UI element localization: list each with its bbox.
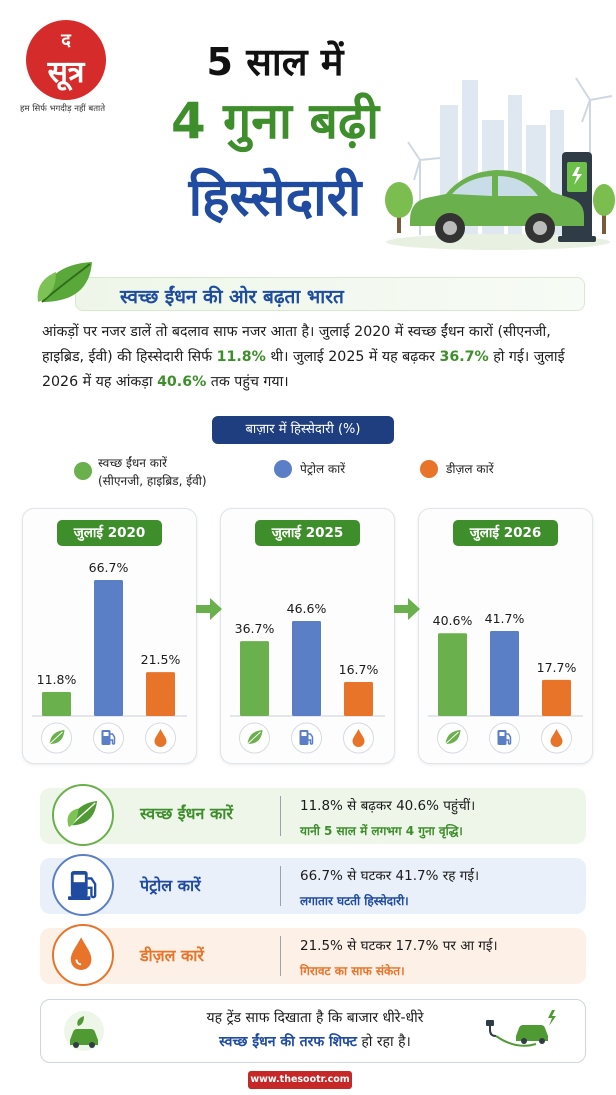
petrol-summary-line1: 66.7% से घटकर 41.7% रह गई। — [300, 868, 480, 884]
bar-diesel — [542, 679, 571, 716]
conclusion-box — [40, 999, 586, 1063]
para-value: 11.8% — [216, 349, 266, 365]
drop-icon — [343, 722, 374, 754]
bar-value-label: 17.7% — [537, 660, 577, 675]
petrol-summary-row — [40, 858, 586, 914]
drop-icon — [70, 937, 92, 970]
leaf-icon — [37, 262, 92, 303]
legend-clean-sublabel: (सीएनजी, हाइब्रिड, ईवी) — [98, 474, 207, 488]
petrol-summary-label: पेट्रोल कारें — [140, 876, 201, 895]
bar-clean — [438, 633, 467, 716]
para-text: तक पहुंच गया। — [206, 374, 289, 390]
conclusion-line-1: यह ट्रेंड साफ दिखाता है कि बाजार धीरे-धी… — [206, 1010, 424, 1026]
para-text: हो गई। जुलाई 2026 में यह आंकड़ा — [42, 349, 565, 390]
clean-summary-row — [40, 788, 586, 844]
bar-clean — [240, 641, 269, 716]
bar-diesel — [146, 672, 175, 716]
drop-icon — [145, 722, 176, 754]
para-value: 40.6% — [157, 374, 207, 390]
arrow-right-icon — [394, 598, 420, 620]
para-text: आंकड़ों पर नजर डालें तो बदलाव साफ नजर आत… — [42, 324, 551, 365]
brand-logo: द सूत्र — [26, 20, 106, 100]
leaf-icon — [437, 722, 468, 754]
bar-value-label: 16.7% — [339, 662, 379, 677]
chart-panel-2025 — [220, 508, 395, 764]
conclusion-emphasis: स्वच्छ ईंधन की तरफ शिफ्ट — [219, 1034, 357, 1050]
diesel-summary-line1: 21.5% से घटकर 17.7% पर आ गई। — [300, 938, 498, 954]
bar-petrol — [94, 580, 123, 716]
leaf-icon — [67, 800, 98, 828]
diesel-summary-label: डीज़ल कारें — [140, 946, 204, 965]
petrol-summary-icon-circle — [52, 854, 114, 916]
diesel-summary-icon-circle — [52, 924, 114, 986]
logo-main: सूत्र — [47, 55, 85, 90]
bar-value-label: 66.7% — [89, 560, 129, 575]
brand-tagline: हम सिर्फ भगदीड़ नहीं बताते — [20, 104, 106, 114]
panel-title: जुलाई 2025 — [255, 520, 360, 546]
ev-plug-car-icon — [486, 1010, 556, 1047]
drop-icon — [541, 722, 572, 754]
hero-ev-illustration — [385, 77, 615, 250]
bar-value-label: 11.8% — [37, 672, 77, 687]
divider — [280, 936, 281, 976]
legend-clean-label: स्वच्छ ईंधन कारें — [98, 456, 167, 470]
diesel-summary-line2: गिरावट का साफ संकेत। — [300, 964, 405, 978]
logo-top: द — [61, 30, 71, 51]
intro-paragraph: आंकड़ों पर नजर डालें तो बदलाव साफ नजर आत… — [42, 320, 590, 395]
conclusion-rest: हो रहा है। — [356, 1034, 411, 1050]
tree-icon — [385, 182, 615, 234]
bar-chart: 11.8% 66.7% 21.5% 36.7% 46.6% 16.7% 40.6% 41.7%… — [32, 560, 583, 754]
bar-value-label: 36.7% — [235, 621, 275, 636]
clean-summary-label: स्वच्छ ईंधन कारें — [140, 804, 233, 823]
legend-diesel-swatch — [420, 460, 438, 478]
diesel-summary-row — [40, 928, 586, 984]
legend-diesel-label: डीज़ल कारें — [446, 462, 494, 476]
bar-value-label: 41.7% — [485, 611, 525, 626]
bar-petrol — [292, 620, 321, 716]
panel-title: जुलाई 2026 — [453, 520, 558, 546]
leaf-icon — [41, 722, 72, 754]
section-banner — [75, 277, 585, 311]
clean-summary-line2: यानी 5 साल में लगभग 4 गुना वृद्धि। — [300, 824, 463, 838]
market-share-label: बाज़ार में हिस्सेदारी (%) — [212, 416, 394, 444]
legend-clean-swatch — [74, 462, 92, 480]
bar-diesel — [344, 681, 373, 716]
fuel-pump-icon — [93, 722, 124, 754]
bar-clean — [42, 691, 71, 716]
conclusion-line-2: स्वच्छ ईंधन की तरफ शिफ्ट हो रहा है। — [120, 1032, 510, 1051]
bar-value-label: 21.5% — [141, 652, 181, 667]
title-line-1: 5 साल में — [206, 40, 344, 84]
divider — [280, 866, 281, 906]
website-url: www.thesootr.com — [248, 1071, 352, 1089]
panel-title: जुलाई 2020 — [57, 520, 162, 546]
title-line-2: 4 गुना बढ़ी — [170, 92, 380, 150]
para-value: 36.7% — [439, 349, 489, 365]
bar-value-label: 46.6% — [287, 601, 327, 616]
eco-car-icon — [64, 1011, 104, 1051]
legend-petrol-label: पेट्रोल कारें — [300, 462, 346, 476]
bar-petrol — [490, 630, 519, 716]
fuel-pump-icon — [291, 722, 322, 754]
bar-value-label: 40.6% — [433, 613, 473, 628]
title-line-3: हिस्सेदारी — [188, 168, 362, 228]
arrow-right-icon — [196, 598, 222, 620]
divider — [280, 796, 281, 836]
petrol-summary-line2: लगातार घटती हिस्सेदारी। — [300, 894, 409, 908]
clean-summary-line1: 11.8% से बढ़कर 40.6% पहुंचीं। — [300, 798, 476, 814]
clean-summary-icon-circle — [52, 784, 114, 846]
leaf-icon — [239, 722, 270, 754]
fuel-pump-icon — [68, 870, 97, 900]
electric-car-icon — [410, 170, 584, 243]
fuel-pump-icon — [489, 722, 520, 754]
para-text: थी। जुलाई 2025 में यह बढ़कर — [265, 349, 440, 365]
section-heading: स्वच्छ ईंधन की ओर बढ़ता भारत — [120, 286, 344, 308]
legend-petrol-swatch — [274, 460, 292, 478]
